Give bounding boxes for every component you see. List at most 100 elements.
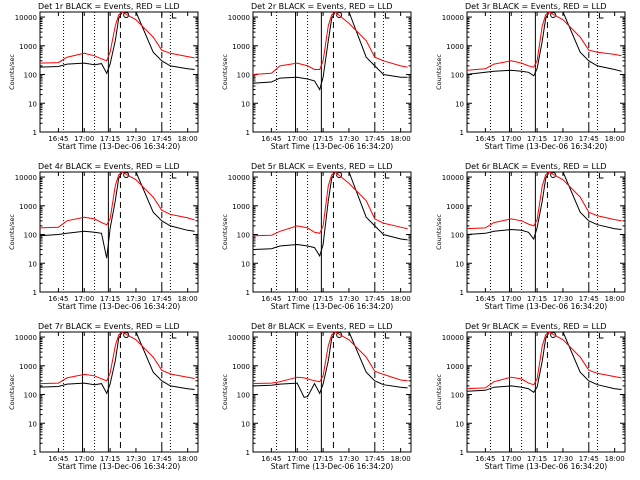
y-axis-label: Counts/sec <box>221 214 229 250</box>
y-tick-label: 10000 <box>228 334 250 342</box>
y-tick-label: 1 <box>246 129 250 137</box>
marker-bracket-icon <box>384 333 390 339</box>
panel-title: Det 1r BLACK = Events, RED = LLD <box>38 2 180 11</box>
marker-bracket-icon <box>171 173 177 179</box>
detector-panel-4: Det 4r BLACK = Events, RED = LLD 1 10 100 10… <box>8 162 199 311</box>
panel-title: Det 3r BLACK = Events, RED = LLD <box>465 2 607 11</box>
y-tick-label: 10 <box>28 260 37 268</box>
y-tick-label: 100 <box>24 72 37 80</box>
panel-title: Det 9r BLACK = Events, RED = LLD <box>465 322 607 331</box>
x-tick-label: 17:30 <box>339 135 359 143</box>
plot-frame <box>252 11 412 133</box>
y-axis-label: Counts/sec <box>221 54 229 90</box>
detector-panel-7: Det 7r BLACK = Events, RED = LLD 1 10 100 10… <box>8 322 199 471</box>
lld-series-line <box>40 332 195 385</box>
panel-title: Det 4r BLACK = Events, RED = LLD <box>38 162 180 171</box>
marker-bracket-icon <box>598 173 604 179</box>
y-tick-label: 1000 <box>232 43 250 51</box>
x-tick-label: 18:00 <box>178 135 198 143</box>
y-tick-label: 1000 <box>446 363 464 371</box>
y-tick-label: 10000 <box>442 14 464 22</box>
marker-bracket-icon <box>384 13 390 19</box>
x-tick-label: 16:45 <box>48 295 68 303</box>
x-tick-label: 16:45 <box>475 135 495 143</box>
x-tick-label: 18:00 <box>391 295 411 303</box>
x-tick-label: 17:30 <box>339 455 359 463</box>
y-axis-label: Counts/sec <box>8 374 16 410</box>
x-tick-label: 17:30 <box>553 135 573 143</box>
events-series-line <box>467 12 622 77</box>
x-tick-label: 17:30 <box>126 455 146 463</box>
x-tick-label: 17:15 <box>527 455 547 463</box>
x-tick-label: 17:30 <box>553 455 573 463</box>
x-tick-label: 17:00 <box>74 295 94 303</box>
lld-series-line <box>40 12 195 64</box>
y-tick-label: 100 <box>451 232 464 240</box>
y-axis-label: Counts/sec <box>435 374 443 410</box>
y-tick-label: 1 <box>33 289 37 297</box>
x-axis-label: Start Time (13-Dec-06 16:34:20) <box>485 462 607 471</box>
x-tick-label: 17:15 <box>100 135 120 143</box>
y-tick-label: 10000 <box>228 174 250 182</box>
y-axis-label: Counts/sec <box>221 374 229 410</box>
x-tick-label: 17:15 <box>313 455 333 463</box>
y-tick-label: 100 <box>237 72 250 80</box>
panel-title: Det 6r BLACK = Events, RED = LLD <box>465 162 607 171</box>
y-axis-label: Counts/sec <box>435 54 443 90</box>
lld-series-line <box>40 172 195 229</box>
marker-bracket-icon <box>171 13 177 19</box>
x-tick-label: 16:45 <box>475 295 495 303</box>
x-tick-label: 18:00 <box>605 295 625 303</box>
x-axis-label: Start Time (13-Dec-06 16:34:20) <box>58 462 180 471</box>
y-tick-label: 100 <box>24 392 37 400</box>
y-tick-label: 10000 <box>15 174 37 182</box>
x-tick-label: 17:00 <box>74 135 94 143</box>
y-tick-label: 1 <box>246 289 250 297</box>
x-tick-label: 17:15 <box>313 295 333 303</box>
x-tick-label: 17:45 <box>152 455 172 463</box>
x-tick-label: 18:00 <box>391 135 411 143</box>
y-tick-label: 10000 <box>15 14 37 22</box>
x-tick-label: 17:15 <box>100 455 120 463</box>
events-series-line <box>253 332 408 398</box>
x-tick-label: 18:00 <box>178 455 198 463</box>
detector-panel-9: Det 9r BLACK = Events, RED = LLD 1 10 100 10… <box>435 322 626 471</box>
y-tick-label: 1 <box>460 289 464 297</box>
detector-panel-1: Det 1r BLACK = Events, RED = LLD 1 10 100 10… <box>8 2 199 151</box>
panel-title: Det 8r BLACK = Events, RED = LLD <box>251 322 393 331</box>
x-tick-label: 18:00 <box>605 135 625 143</box>
y-tick-label: 1 <box>33 449 37 457</box>
x-tick-label: 17:15 <box>527 135 547 143</box>
y-tick-label: 100 <box>451 72 464 80</box>
x-tick-label: 17:45 <box>579 135 599 143</box>
x-tick-label: 17:00 <box>501 295 521 303</box>
x-tick-label: 18:00 <box>178 295 198 303</box>
x-axis-label: Start Time (13-Dec-06 16:34:20) <box>271 462 393 471</box>
y-tick-label: 1 <box>33 129 37 137</box>
x-tick-label: 16:45 <box>261 455 281 463</box>
y-tick-label: 10 <box>241 420 250 428</box>
detector-panel-6: Det 6r BLACK = Events, RED = LLD 1 10 100 10… <box>435 162 626 311</box>
y-tick-label: 10000 <box>442 334 464 342</box>
x-tick-label: 17:00 <box>74 455 94 463</box>
y-tick-label: 10 <box>28 420 37 428</box>
x-tick-label: 16:45 <box>475 455 495 463</box>
lld-series-line <box>253 12 408 75</box>
x-tick-label: 17:45 <box>365 455 385 463</box>
lld-series-line <box>467 172 622 230</box>
x-tick-label: 17:30 <box>553 295 573 303</box>
x-tick-label: 17:00 <box>287 295 307 303</box>
y-tick-label: 1000 <box>446 43 464 51</box>
y-tick-label: 10 <box>455 100 464 108</box>
x-axis-label: Start Time (13-Dec-06 16:34:20) <box>58 142 180 151</box>
marker-bracket-icon <box>598 333 604 339</box>
plot-frame <box>466 171 626 293</box>
panel-title: Det 5r BLACK = Events, RED = LLD <box>251 162 393 171</box>
lld-series-line <box>253 332 408 385</box>
x-tick-label: 16:45 <box>48 455 68 463</box>
y-axis-label: Counts/sec <box>8 214 16 250</box>
x-tick-label: 17:00 <box>501 135 521 143</box>
x-axis-label: Start Time (13-Dec-06 16:34:20) <box>485 142 607 151</box>
lld-series-line <box>253 172 408 237</box>
